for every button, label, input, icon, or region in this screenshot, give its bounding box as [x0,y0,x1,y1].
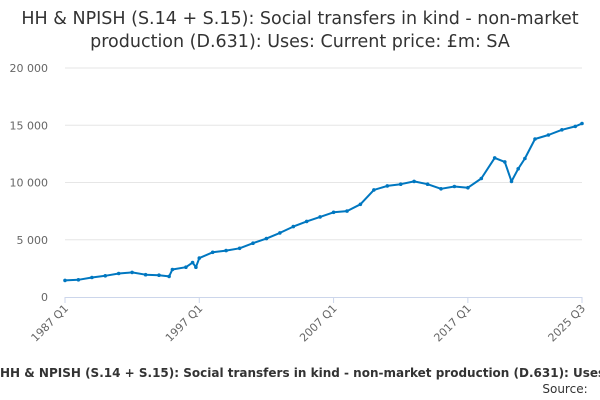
data-point [412,179,416,184]
source-text: Source: [542,382,588,396]
y-tick-label: 20 000 [10,62,49,75]
data-point [580,121,584,126]
data-point [90,275,94,280]
data-point [251,241,255,245]
data-point [509,179,514,184]
data-point [167,274,171,279]
x-tick-label: 1997 Q1 [163,302,206,345]
data-point [573,124,578,129]
data-point [331,210,336,215]
data-point [278,231,282,235]
data-point [116,271,121,276]
data-point [194,265,198,270]
legend-series-label: HH & NPISH (S.14 + S.15): Social transfe… [0,366,600,380]
data-point [224,248,228,253]
data-point [76,278,81,282]
data-point [372,188,376,192]
data-point [560,128,564,132]
data-point [237,246,242,251]
data-point [492,156,497,160]
data-point [190,260,195,265]
plot-area [63,121,584,283]
data-point [398,182,403,186]
data-point [184,265,188,270]
data-point [546,133,551,137]
series-line [64,122,583,282]
data-point [516,167,520,171]
data-point [143,272,148,277]
gridlines [65,67,582,241]
data-point [170,267,175,272]
data-point [345,209,349,213]
x-tick-label: 2017 Q1 [431,302,474,345]
data-point [385,184,390,188]
data-point [304,219,309,224]
y-tick-label: 5 000 [17,234,49,247]
data-point [130,270,134,275]
x-axis: 1987 Q1 1997 Q1 2007 Q1 2017 Q1 2025 Q3 [29,297,589,345]
data-point [439,187,443,191]
x-tick-label: 2025 Q3 [546,302,589,345]
y-tick-label: 0 [41,291,48,304]
data-point [466,185,470,190]
data-point [63,278,67,283]
x-tick-label: 2007 Q1 [297,302,340,345]
x-tick-label: 1987 Q1 [29,302,72,345]
data-point [197,256,202,260]
chart-title: HH & NPISH (S.14 + S.15): Social transfe… [21,9,579,52]
data-point [210,250,215,255]
y-axis: 0 5 000 10 000 15 000 20 000 [10,62,49,304]
y-tick-label: 15 000 [10,119,49,132]
data-point [358,202,363,207]
data-point [318,215,322,219]
data-point [503,160,507,164]
y-tick-label: 10 000 [10,177,49,190]
data-point [103,274,108,278]
data-point [479,176,484,181]
data-point [533,137,537,141]
data-point [291,224,296,229]
data-point [157,273,161,278]
source-label: Source: [0,382,600,396]
data-point [425,182,430,186]
data-point [523,156,527,161]
data-point [264,236,269,241]
data-point [452,184,457,189]
